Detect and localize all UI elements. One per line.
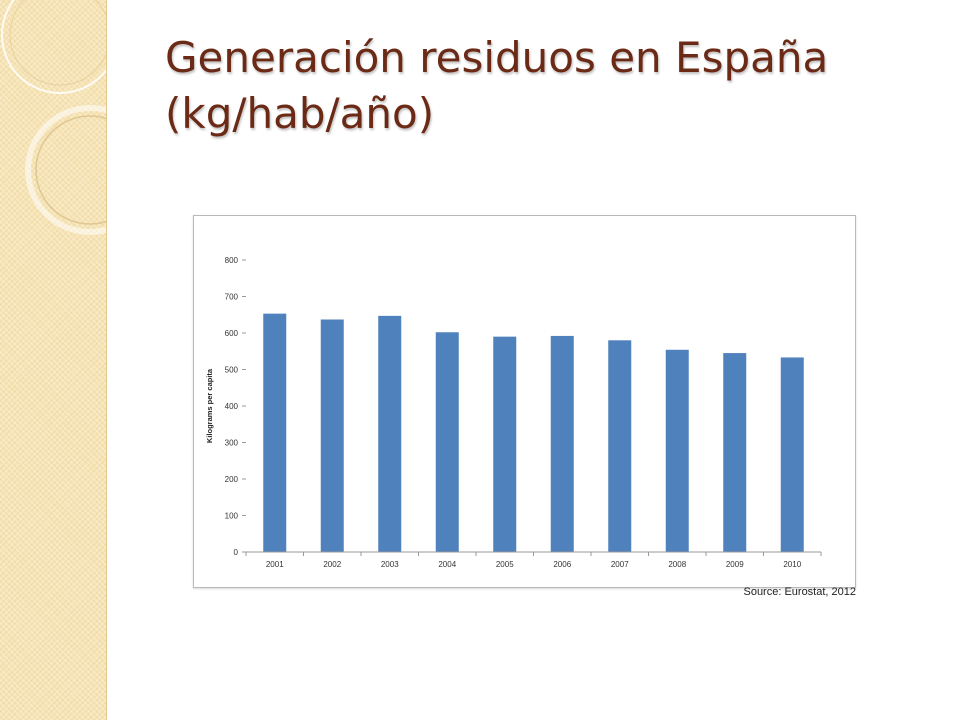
x-tick-label: 2009 [726,560,744,569]
source-note: Source: Eurostat, 2012 [743,586,856,598]
y-tick-label: 0 [234,548,239,557]
bar-2005 [493,336,517,552]
y-axis-label: Kilograms per capita [205,368,214,443]
y-tick-label: 100 [225,512,239,521]
y-tick-label: 300 [225,439,239,448]
x-tick-label: 2005 [496,560,514,569]
x-tick-label: 2006 [553,560,571,569]
bars-group [263,313,804,552]
y-tick-label: 800 [225,256,239,265]
y-tick-label: 200 [225,475,239,484]
x-axis: 2001 2002 2003 2004 2005 2006 2007 2008 2009 2010 [245,552,822,569]
decorative-sidebar [0,0,107,720]
x-tick-label: 2010 [783,560,801,569]
y-tick-label: 500 [225,366,239,375]
x-tick-label: 2003 [381,560,399,569]
x-tick-label: 2007 [611,560,629,569]
bar-2003 [378,315,402,552]
y-tick-label: 700 [225,293,239,302]
bar-2002 [320,319,344,552]
bar-2008 [665,349,689,552]
slide-title: Generación residuos en España (kg/hab/añ… [165,33,829,138]
bar-2006 [550,335,574,552]
bar-2010 [780,357,804,552]
bar-2009 [723,353,747,552]
x-tick-label: 2008 [668,560,686,569]
y-tick-label: 400 [225,402,239,411]
decorative-circles [1,0,106,235]
bar-2004 [435,332,459,552]
bar-2001 [263,313,287,552]
chart-frame: 0 100 200 300 400 500 600 700 800 2001 2002 2003 20… [193,215,856,588]
x-tick-label: 2002 [323,560,341,569]
y-tick-label: 600 [225,329,239,338]
y-axis: 0 100 200 300 400 500 600 700 800 [225,256,246,557]
x-tick-label: 2001 [266,560,284,569]
bar-2007 [608,340,632,552]
x-tick-label: 2004 [438,560,456,569]
